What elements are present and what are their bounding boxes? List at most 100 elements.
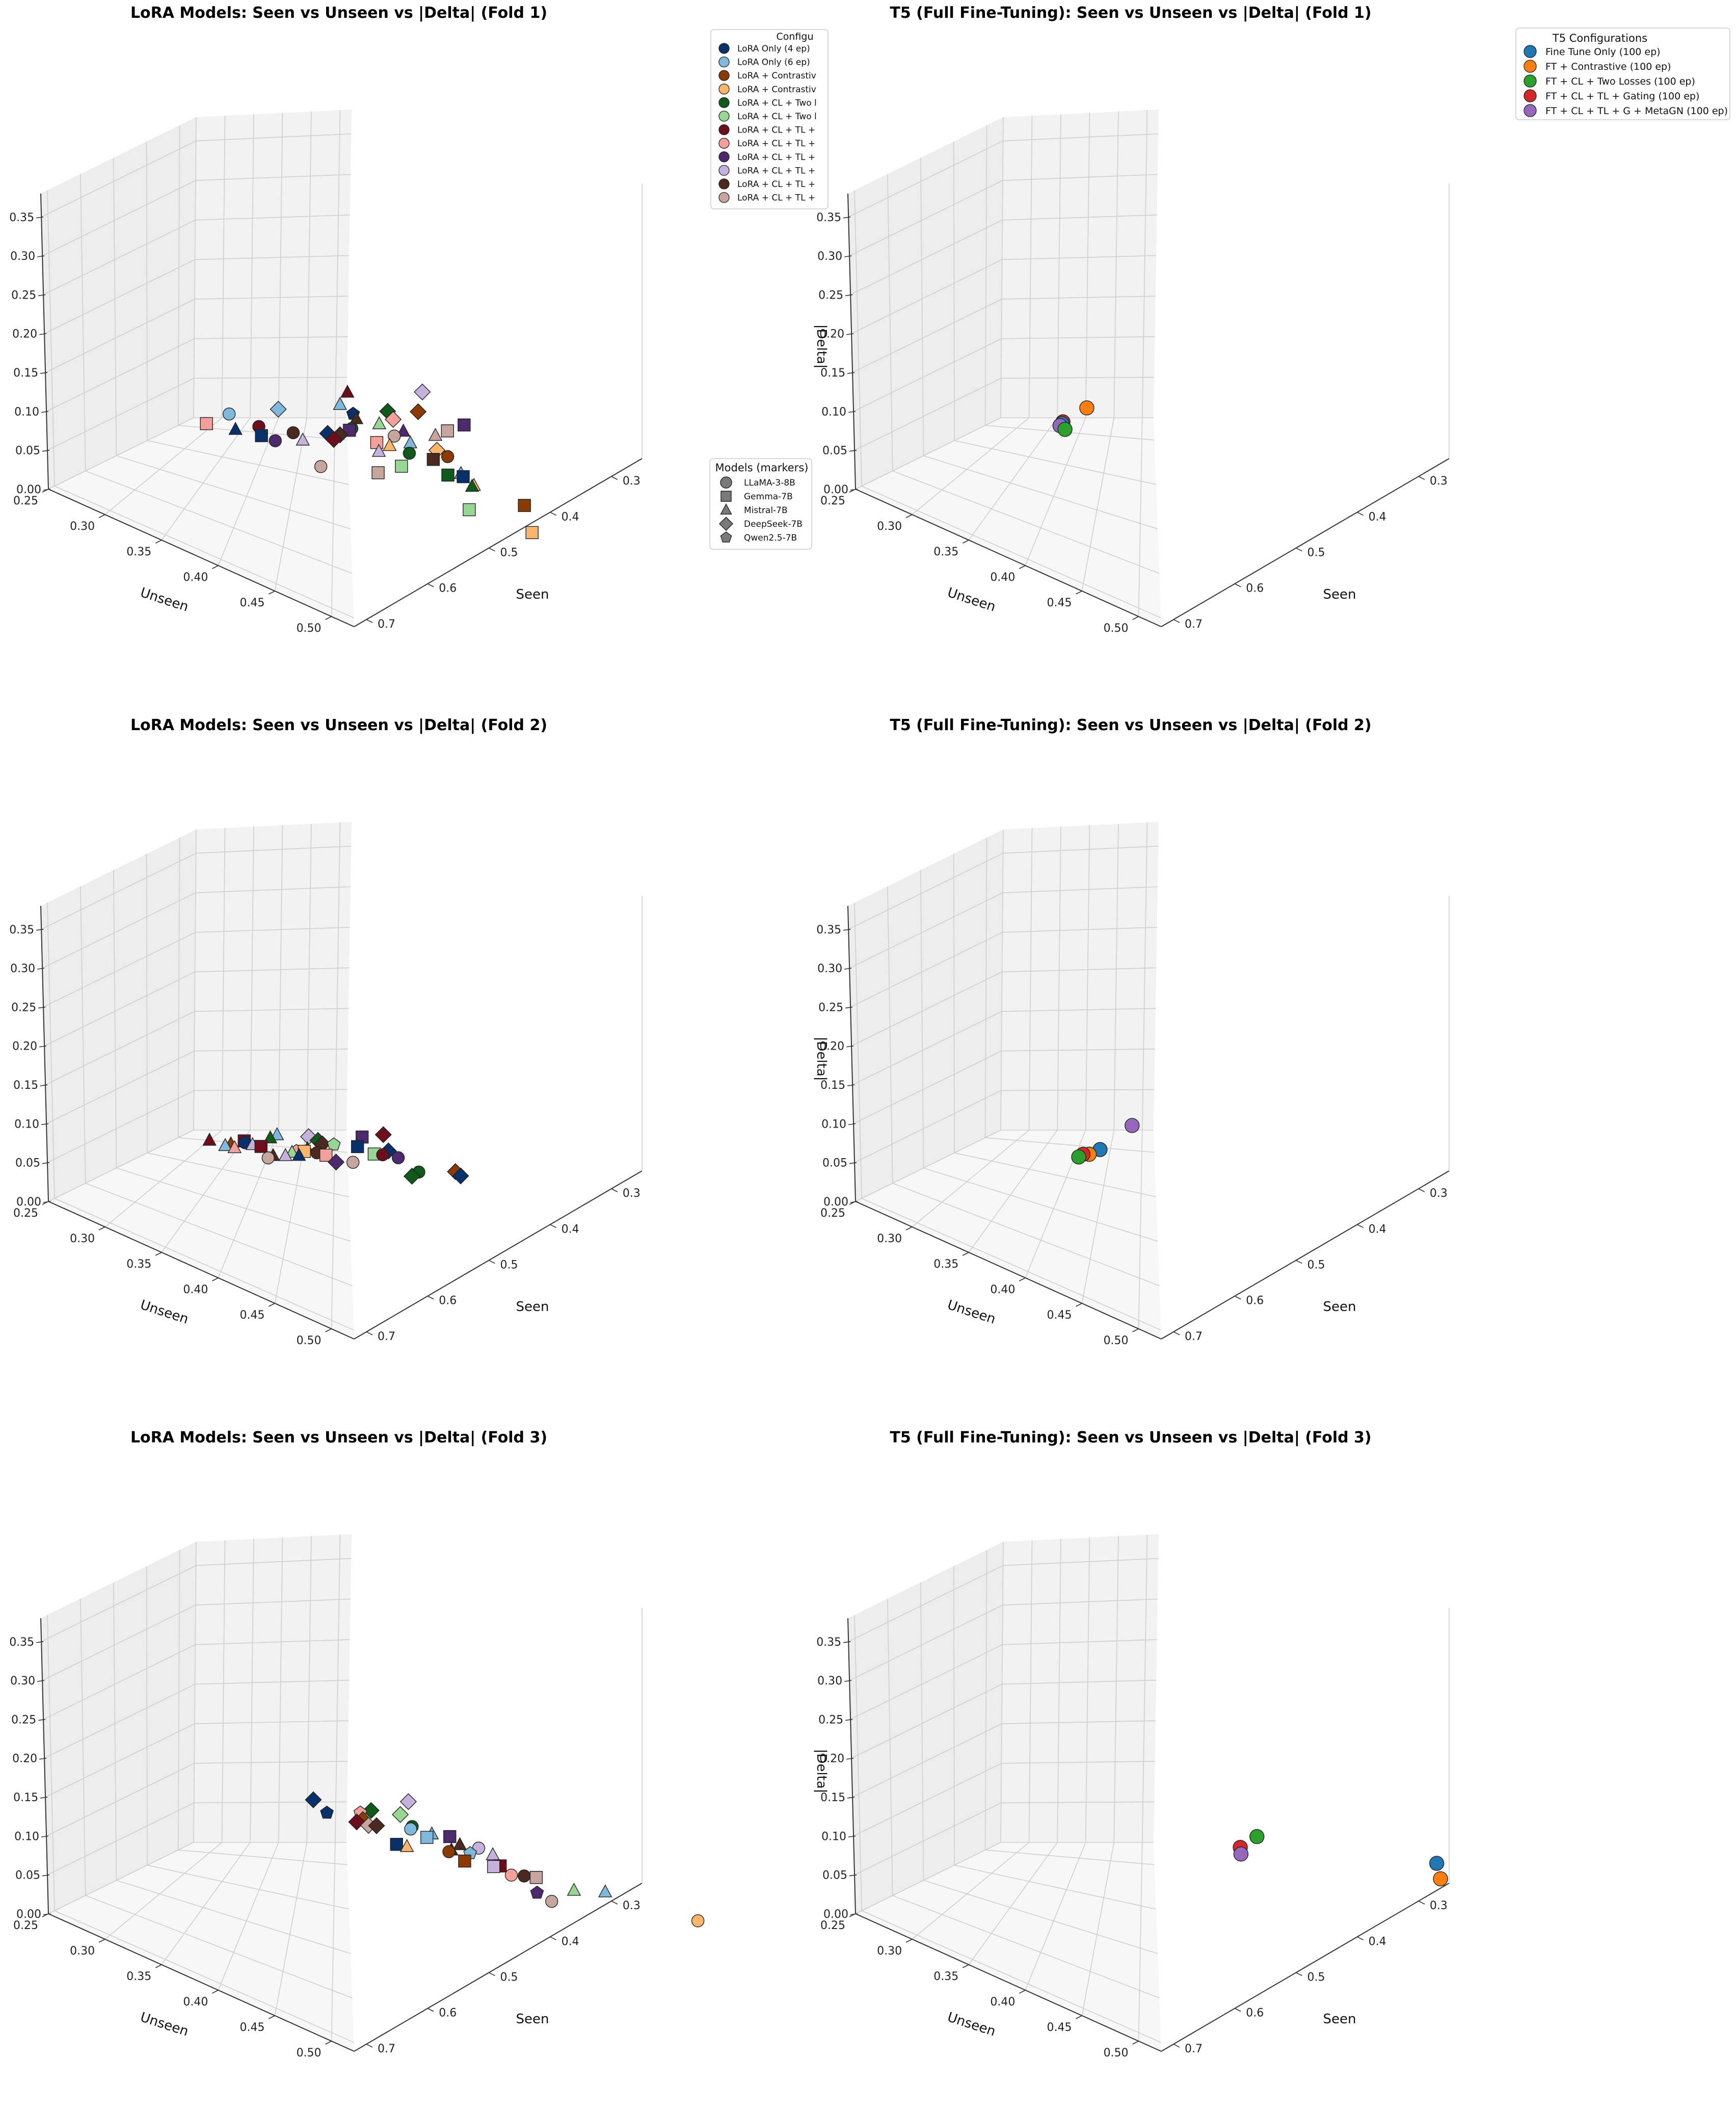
seen-tick-label: 0.6: [1246, 2007, 1264, 2020]
data-point: [452, 1837, 467, 1851]
lora-legend-label: LoRA + CL + Two l: [737, 112, 817, 122]
lora-legend-label: LoRA + CL + TL +: [737, 179, 815, 190]
data-point: [567, 1883, 581, 1896]
delta-tick-label: 0.35: [9, 924, 34, 936]
data-point: [346, 1156, 360, 1169]
data-point: [1125, 1118, 1140, 1133]
chart-title: LoRA Models: Seen vs Unseen vs |Delta| (…: [130, 716, 547, 734]
delta-tick-label: 0.15: [820, 367, 845, 380]
lora-legend-label: LoRA + CL + Two l: [737, 98, 817, 108]
seen-tick-label: 0.6: [439, 1295, 457, 1307]
data-point: [518, 499, 531, 512]
panel-2: T5 (Full Fine-Tuning): Seen vs Unseen vs…: [814, 4, 1450, 635]
data-point: [458, 418, 471, 432]
data-point: [314, 460, 328, 473]
unseen-tick-label: 0.30: [877, 520, 902, 533]
seen-tick-label: 0.7: [1185, 1330, 1203, 1343]
lora-legend-label: LoRA + Contrastiv: [737, 71, 816, 81]
lora-legend-swatch: [718, 111, 730, 122]
unseen-tick-label: 0.30: [70, 520, 95, 533]
unseen-tick-label: 0.50: [1104, 1334, 1129, 1347]
data-point: [355, 1130, 369, 1144]
seen-tick-label: 0.7: [378, 2043, 395, 2055]
delta-tick-label: 0.35: [816, 1636, 841, 1649]
delta-tick-label: 0.20: [819, 1753, 844, 1765]
t5-legend-label: Fine Tune Only (100 ep): [1545, 46, 1661, 58]
lora-legend-swatch: [718, 43, 730, 54]
data-point: [691, 1914, 705, 1927]
data-point: [228, 421, 243, 435]
seen-tick-label: 0.7: [1185, 2043, 1203, 2055]
data-point: [457, 470, 470, 484]
data-point: [333, 396, 347, 410]
data-point: [486, 1847, 500, 1860]
chart-title: T5 (Full Fine-Tuning): Seen vs Unseen vs…: [890, 716, 1371, 734]
delta-tick-label: 0.30: [10, 250, 35, 263]
data-point: [1079, 400, 1094, 416]
model-legend-label: DeepSeek-7B: [744, 519, 803, 529]
delta-tick-label: 0.35: [9, 211, 34, 224]
delta-tick-label: 0.00: [16, 484, 41, 496]
t5-legend-label: FT + CL + TL + Gating (100 ep): [1545, 91, 1699, 102]
data-point: [387, 430, 401, 443]
data-point: [261, 1151, 275, 1165]
data-point: [1071, 1149, 1086, 1165]
data-point: [452, 1167, 469, 1185]
data-point: [395, 460, 408, 473]
data-point: [305, 1791, 322, 1808]
lora-legend-label: LoRA Only (4 ep): [737, 44, 810, 54]
data-point: [390, 1838, 403, 1851]
data-point: [218, 1138, 232, 1151]
t5-legend-swatch: [1524, 60, 1537, 73]
delta-tick-label: 0.15: [13, 1791, 38, 1804]
seen-axis-label: Seen: [516, 2012, 549, 2027]
data-point: [392, 1806, 409, 1823]
seen-tick-label: 0.3: [623, 475, 640, 488]
lora-legend-swatch: [718, 178, 730, 190]
panel-5: LoRA Models: Seen vs Unseen vs |Delta| (…: [9, 1429, 705, 2059]
seen-tick-label: 0.6: [1246, 1295, 1264, 1307]
seen-tick-label: 0.3: [623, 1187, 640, 1200]
data-point: [270, 400, 287, 418]
model-legend-label: LLaMA-3-8B: [744, 478, 795, 488]
data-point: [399, 1839, 414, 1852]
delta-tick-label: 0.25: [818, 289, 843, 302]
seen-tick-label: 0.3: [1430, 1899, 1448, 1912]
delta-tick-label: 0.30: [817, 1675, 842, 1688]
lora-legend-swatch: [718, 97, 730, 109]
data-point: [443, 1830, 457, 1843]
seen-tick-label: 0.5: [500, 1971, 518, 1984]
seen-tick-label: 0.5: [500, 1259, 518, 1272]
data-point: [396, 423, 411, 437]
model-legend-title: Models (markers): [715, 462, 809, 474]
unseen-tick-label: 0.50: [1104, 2047, 1129, 2059]
lora-legend-swatch: [718, 192, 730, 203]
seen-tick-label: 0.3: [1430, 1187, 1448, 1200]
delta-tick-label: 0.20: [819, 1040, 844, 1053]
data-point: [426, 452, 440, 466]
panel-3: LoRA Models: Seen vs Unseen vs |Delta| (…: [9, 716, 643, 1347]
lora-legend-title: Configu: [776, 31, 813, 42]
unseen-tick-label: 0.45: [1047, 1309, 1072, 1322]
t5-legend-swatch: [1524, 45, 1537, 58]
model-legend-label: Qwen2.5-7B: [744, 533, 797, 543]
data-point: [286, 426, 300, 439]
data-point: [1433, 1871, 1448, 1887]
unseen-tick-label: 0.25: [13, 1207, 38, 1220]
data-point: [263, 1130, 278, 1143]
unseen-tick-label: 0.40: [990, 1996, 1015, 2009]
delta-tick-label: 0.00: [16, 1196, 41, 1209]
seen-tick-label: 0.4: [562, 1223, 579, 1236]
unseen-tick-label: 0.50: [1104, 622, 1129, 635]
unseen-tick-label: 0.25: [820, 1207, 845, 1220]
seen-tick-label: 0.3: [1430, 475, 1448, 488]
delta-tick-label: 0.25: [11, 1001, 36, 1014]
unseen-tick-label: 0.50: [297, 622, 322, 635]
seen-axis-label: Seen: [1323, 1299, 1356, 1315]
unseen-tick-label: 0.45: [239, 2021, 264, 2034]
data-point: [292, 1147, 306, 1161]
seen-tick-label: 0.7: [378, 1330, 395, 1343]
seen-tick-label: 0.3: [623, 1899, 640, 1912]
seen-tick-label: 0.5: [500, 547, 518, 559]
chart-title: T5 (Full Fine-Tuning): Seen vs Unseen vs…: [890, 1429, 1371, 1447]
